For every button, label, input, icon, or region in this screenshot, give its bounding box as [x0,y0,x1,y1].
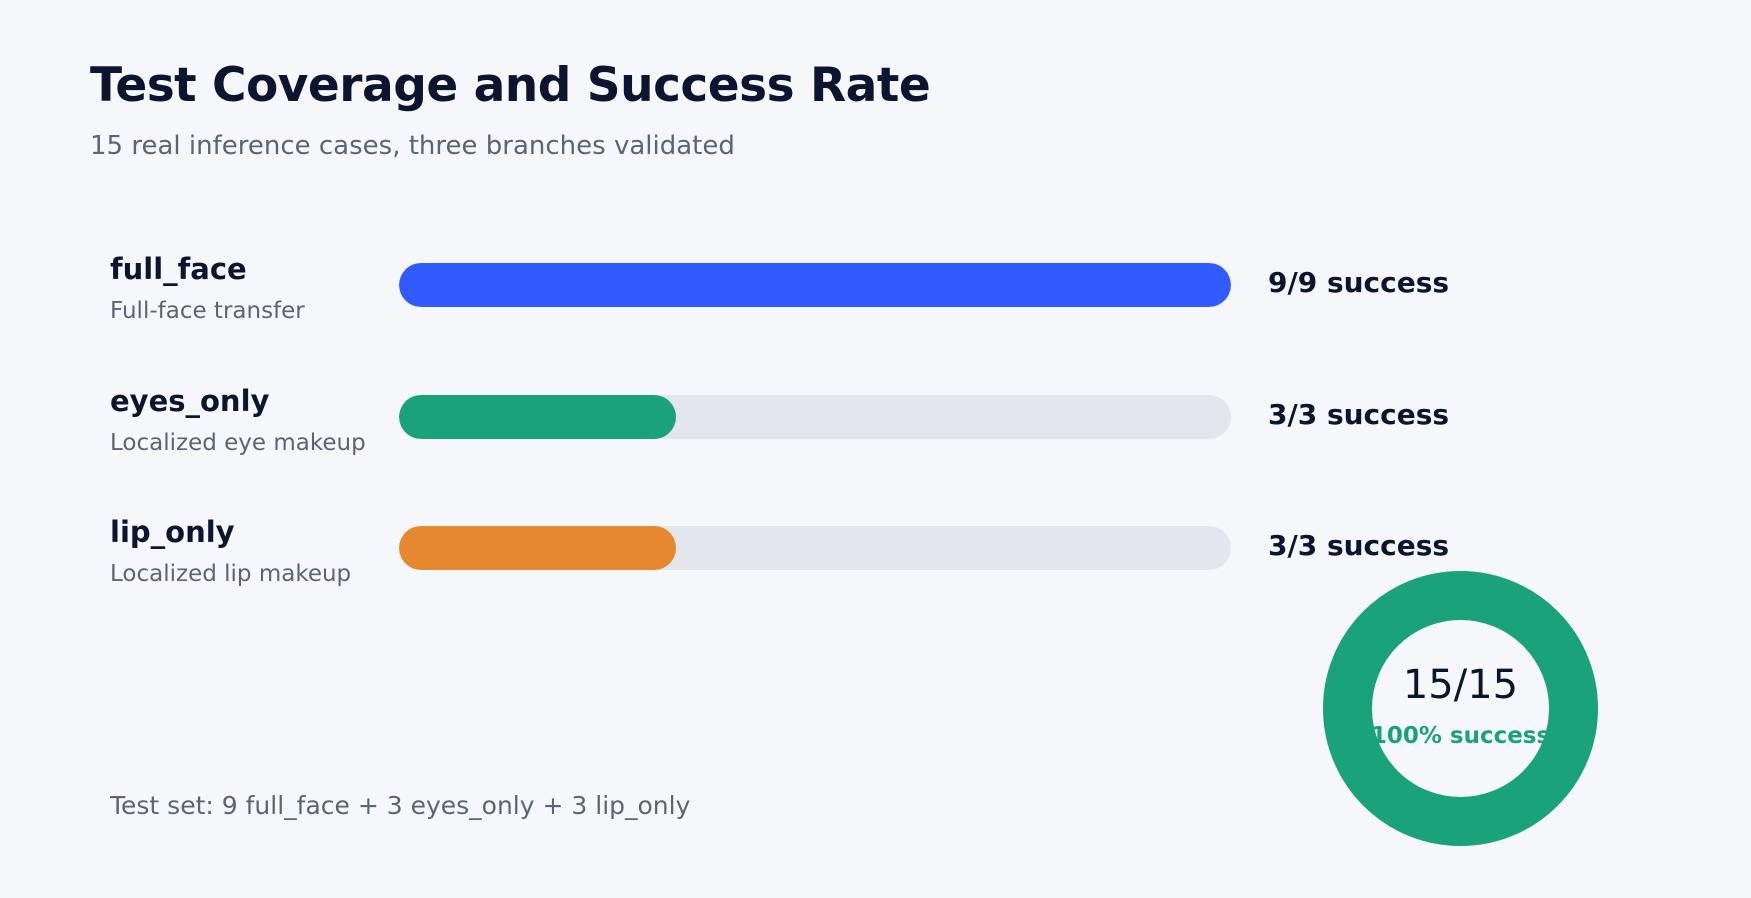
bar-track [399,526,1231,570]
success-donut: 15/15 100% success [1322,570,1599,847]
donut-chart [1323,571,1598,846]
chart-subtitle: 15 real inference cases, three branches … [90,131,735,161]
bar-track [399,395,1231,439]
bar-fill [399,395,676,439]
bar-track [399,263,1231,307]
donut-success-label: 100% success [1370,723,1551,749]
bar-fill [399,526,676,570]
bar-category-label: full_face [110,252,247,286]
bar-value-label: 3/3 success [1268,529,1450,562]
test-set-footnote: Test set: 9 full_face + 3 eyes_only + 3 … [110,791,691,820]
bar-row-lip-only: lip_only Localized lip makeup 3/3 succes… [0,515,1751,635]
bar-category-label: lip_only [110,515,235,549]
bar-value-label: 3/3 success [1268,398,1450,431]
bar-category-label: eyes_only [110,384,270,418]
bar-category-description: Full-face transfer [110,298,305,324]
bar-category-description: Localized eye makeup [110,430,366,456]
donut-arc [1323,571,1598,846]
bar-value-label: 9/9 success [1268,266,1450,299]
donut-total-label: 15/15 [1402,662,1519,708]
chart-title: Test Coverage and Success Rate [90,58,931,113]
bar-fill [399,263,1231,307]
bar-category-description: Localized lip makeup [110,561,352,587]
bar-row-eyes-only: eyes_only Localized eye makeup 3/3 succe… [0,384,1751,504]
bar-row-full-face: full_face Full-face transfer 9/9 success [0,252,1751,372]
